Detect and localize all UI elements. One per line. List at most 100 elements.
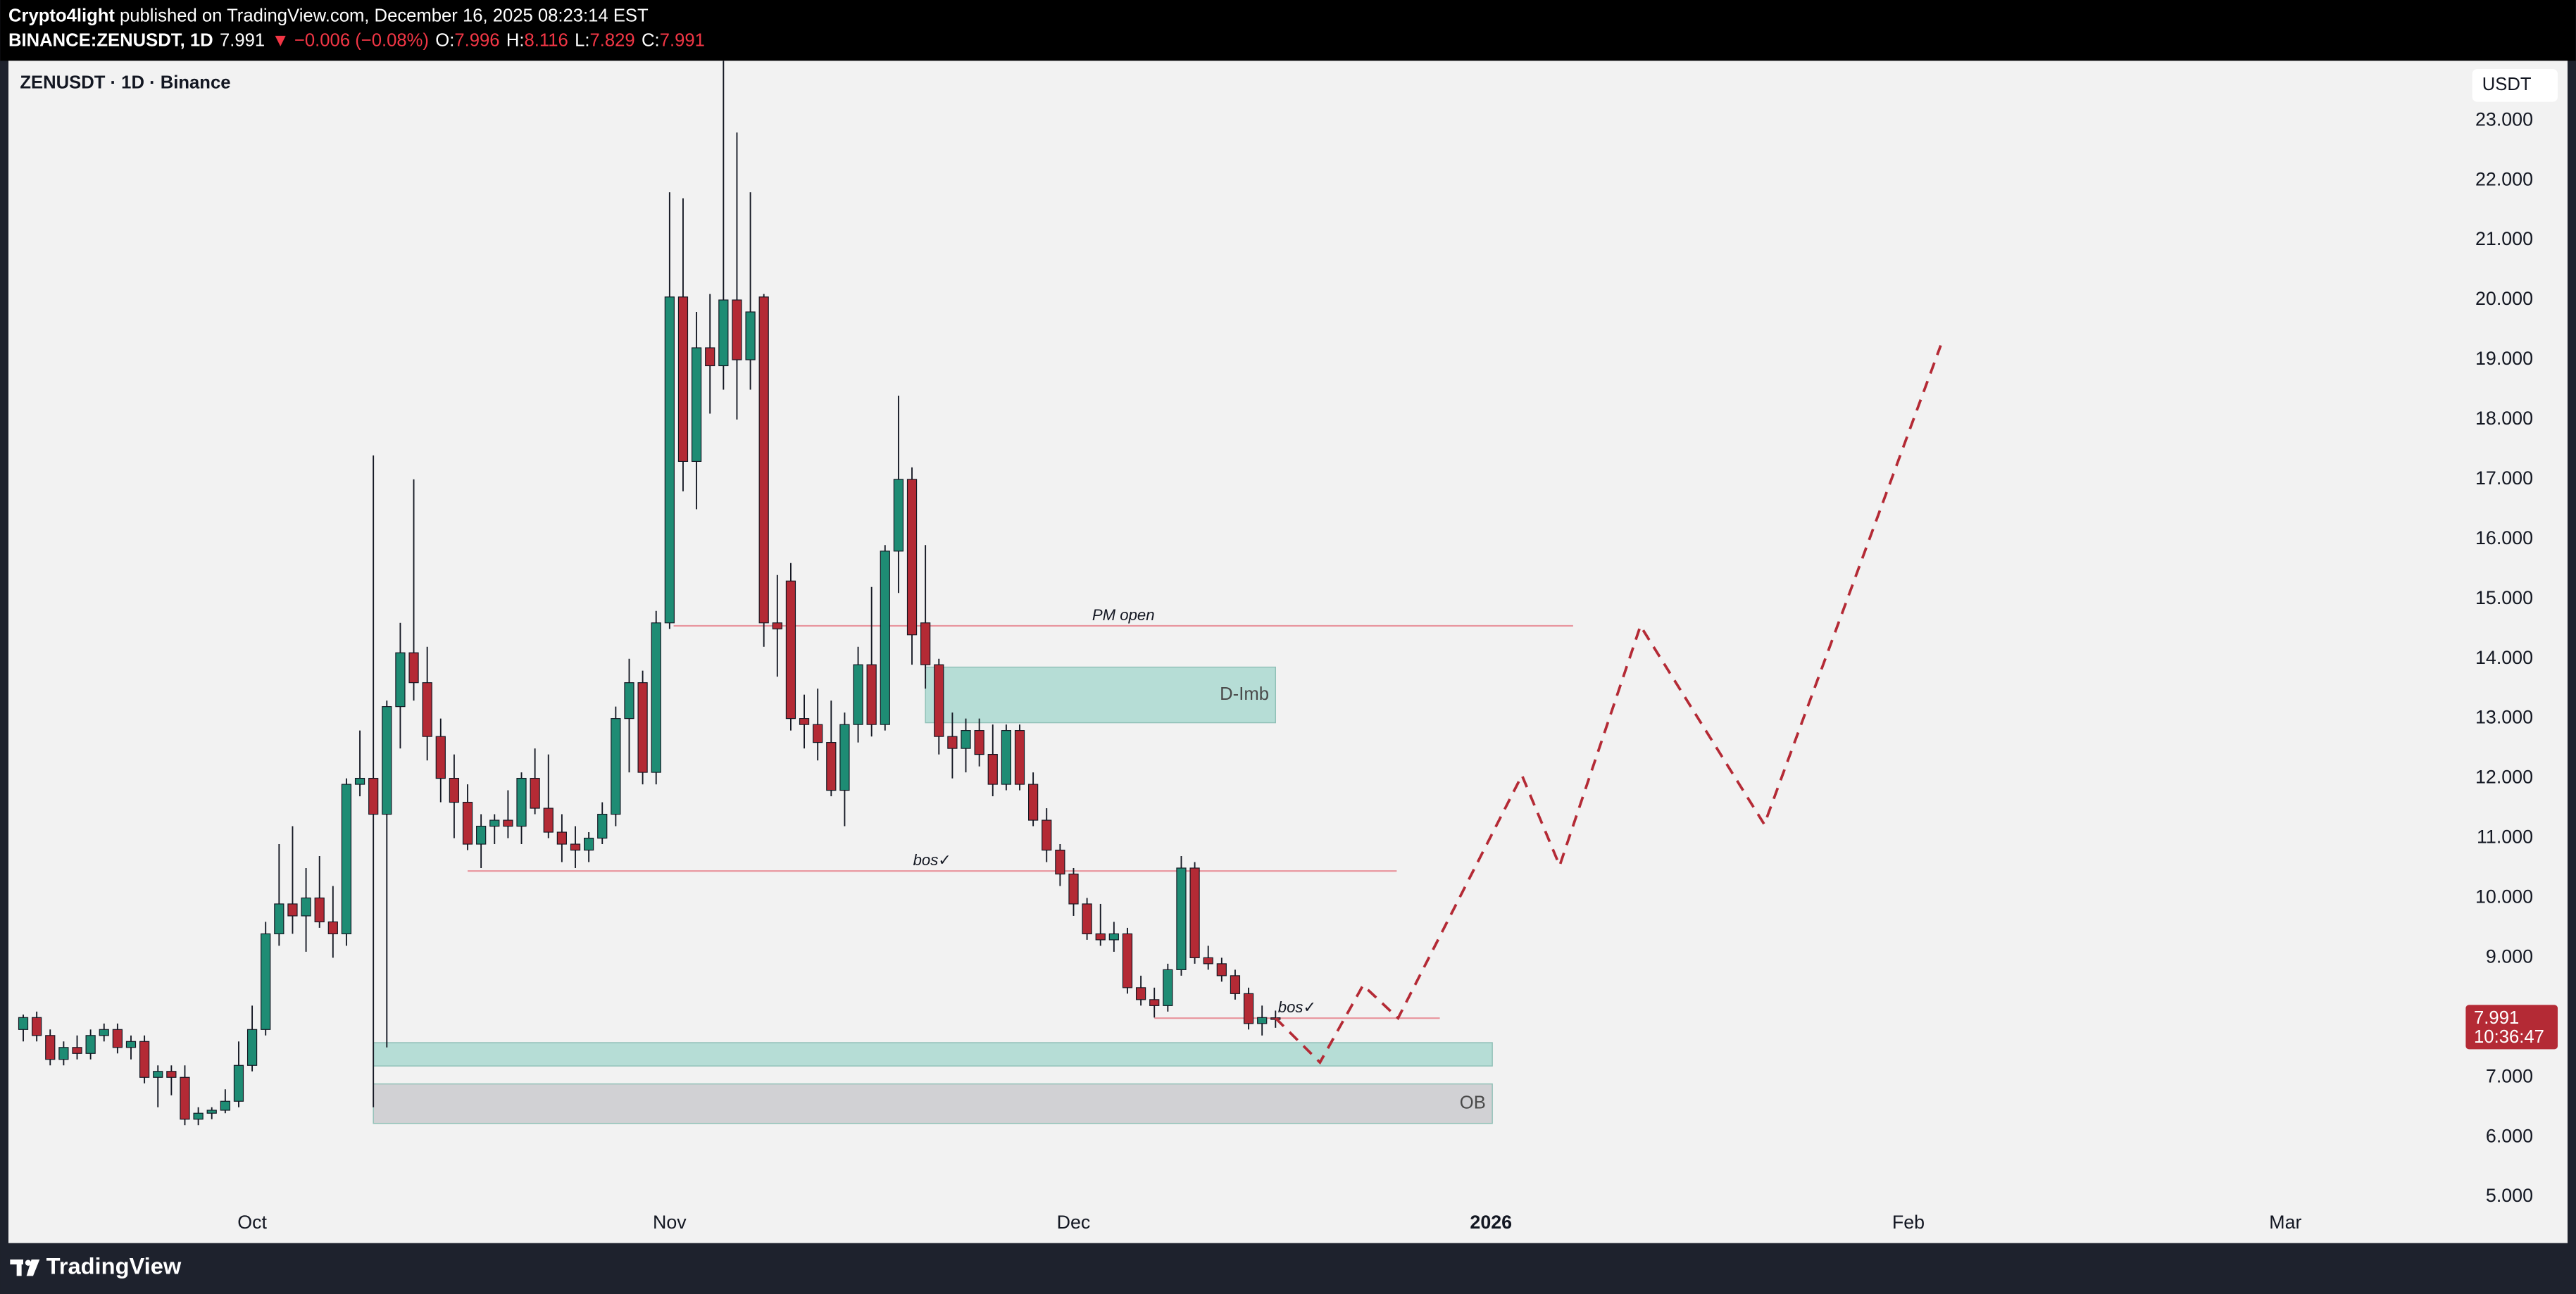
y-tick-label: 6.000	[2486, 1125, 2533, 1146]
candle-body	[1176, 867, 1187, 970]
candle-body	[1095, 933, 1106, 941]
header-bar	[0, 0, 2576, 61]
candle-body	[611, 718, 621, 815]
candle-body	[530, 777, 540, 809]
candle-body	[301, 897, 311, 917]
ohlc-label: L:	[575, 30, 589, 50]
candle-body	[745, 311, 756, 360]
y-tick-label: 11.000	[2477, 827, 2533, 848]
x-tick-label: Dec	[1057, 1212, 1091, 1233]
candle-body	[435, 736, 446, 779]
candle-body	[947, 736, 958, 749]
candle-body	[1149, 999, 1160, 1006]
change: ▼ −0.006 (−0.08%)	[271, 30, 429, 50]
candle-body	[934, 664, 944, 737]
candle-body	[866, 664, 877, 725]
header-line-2: BINANCE:ZENUSDT, 1D 7.991 ▼ −0.006 (−0.08%…	[8, 30, 705, 50]
candle-body	[220, 1100, 230, 1111]
candle-body	[826, 742, 837, 791]
candle-body	[261, 933, 271, 1030]
price-badge	[2465, 1005, 2558, 1050]
candle-body	[233, 1064, 244, 1102]
candle-body	[1014, 730, 1025, 785]
y-tick-label: 20.000	[2475, 288, 2533, 309]
candle-body	[987, 754, 998, 785]
price-badge-value: 7.991	[2474, 1008, 2519, 1028]
header-line-1: Crypto4light published on TradingView.com…	[8, 6, 649, 25]
candle-body	[206, 1110, 217, 1114]
candle-body	[462, 801, 473, 845]
candle-body	[32, 1017, 42, 1036]
y-tick-label: 9.000	[2486, 946, 2533, 967]
ohlc-value: 7.829	[590, 30, 635, 50]
ohlc-value: 7.991	[660, 30, 705, 50]
candle-body	[85, 1035, 96, 1054]
candle-body	[449, 777, 460, 803]
zone-box	[925, 666, 1277, 724]
candle-body	[1230, 975, 1241, 994]
candle-body	[974, 730, 984, 755]
candle-body	[906, 479, 918, 636]
currency[interactable]: USDT	[2482, 75, 2532, 94]
candle-body	[18, 1017, 29, 1030]
candle-body	[880, 551, 890, 725]
candle-body	[489, 819, 500, 827]
candle-body	[1055, 849, 1065, 875]
candle-body	[139, 1041, 150, 1078]
candle-body	[314, 897, 325, 923]
brand[interactable]: TradingView	[46, 1252, 182, 1279]
candle-body	[1243, 993, 1254, 1024]
candle-body	[1135, 987, 1146, 1000]
y-tick-label: 23.000	[2475, 108, 2533, 130]
candle-body	[691, 347, 702, 462]
candle-body	[893, 479, 904, 552]
axes: 5.0006.0007.0008.0009.00010.00011.00012.…	[237, 108, 2558, 1233]
candle-body	[758, 296, 769, 624]
candle-body	[664, 296, 675, 624]
zone-label: D-Imb	[1220, 684, 1269, 704]
y-tick-label: 7.000	[2486, 1065, 2533, 1086]
y-tick-label: 22.000	[2475, 168, 2533, 189]
x-tick-label: Nov	[653, 1212, 687, 1233]
candle-body	[584, 837, 594, 851]
author: Crypto4light	[8, 6, 115, 25]
candle-body	[718, 299, 729, 367]
y-tick-label: 5.000	[2486, 1185, 2533, 1206]
candle-body	[408, 652, 419, 684]
y-tick-label: 12.000	[2475, 767, 2533, 788]
last-price: 7.991	[220, 30, 265, 50]
candle-body	[637, 682, 648, 773]
x-tick-label: Oct	[237, 1212, 267, 1233]
y-tick-label: 17.000	[2475, 467, 2533, 489]
candle-body	[961, 730, 971, 749]
symbol: BINANCE:ZENUSDT, 1D	[8, 30, 213, 50]
candle-body	[382, 706, 392, 815]
ohlc-label: C:	[642, 30, 660, 50]
candle-body	[166, 1071, 177, 1078]
candle-body	[153, 1071, 163, 1078]
y-tick-label: 16.000	[2475, 527, 2533, 548]
candle-body	[1028, 784, 1039, 821]
zone-box	[373, 1042, 1493, 1067]
candle-body	[112, 1029, 123, 1048]
candle-body	[543, 808, 554, 833]
currency-badge[interactable]	[2472, 68, 2558, 102]
candle-body	[327, 921, 338, 934]
candle-body	[503, 819, 513, 827]
candle-body	[422, 682, 432, 737]
zone-label: OB	[1460, 1093, 1486, 1112]
y-tick-label: 19.000	[2475, 348, 2533, 369]
candle-body	[1068, 873, 1079, 905]
level-label: bos✓	[913, 851, 951, 869]
candle-body	[45, 1035, 56, 1060]
candle-body	[1163, 969, 1173, 1006]
candle-body	[772, 622, 782, 629]
candle-body	[732, 299, 742, 360]
candle-body	[99, 1029, 109, 1036]
candle-body	[274, 903, 285, 934]
y-tick-label: 14.000	[2475, 647, 2533, 668]
candle-body	[1042, 819, 1052, 851]
candle-body	[920, 622, 931, 665]
candle-body	[1189, 867, 1200, 958]
